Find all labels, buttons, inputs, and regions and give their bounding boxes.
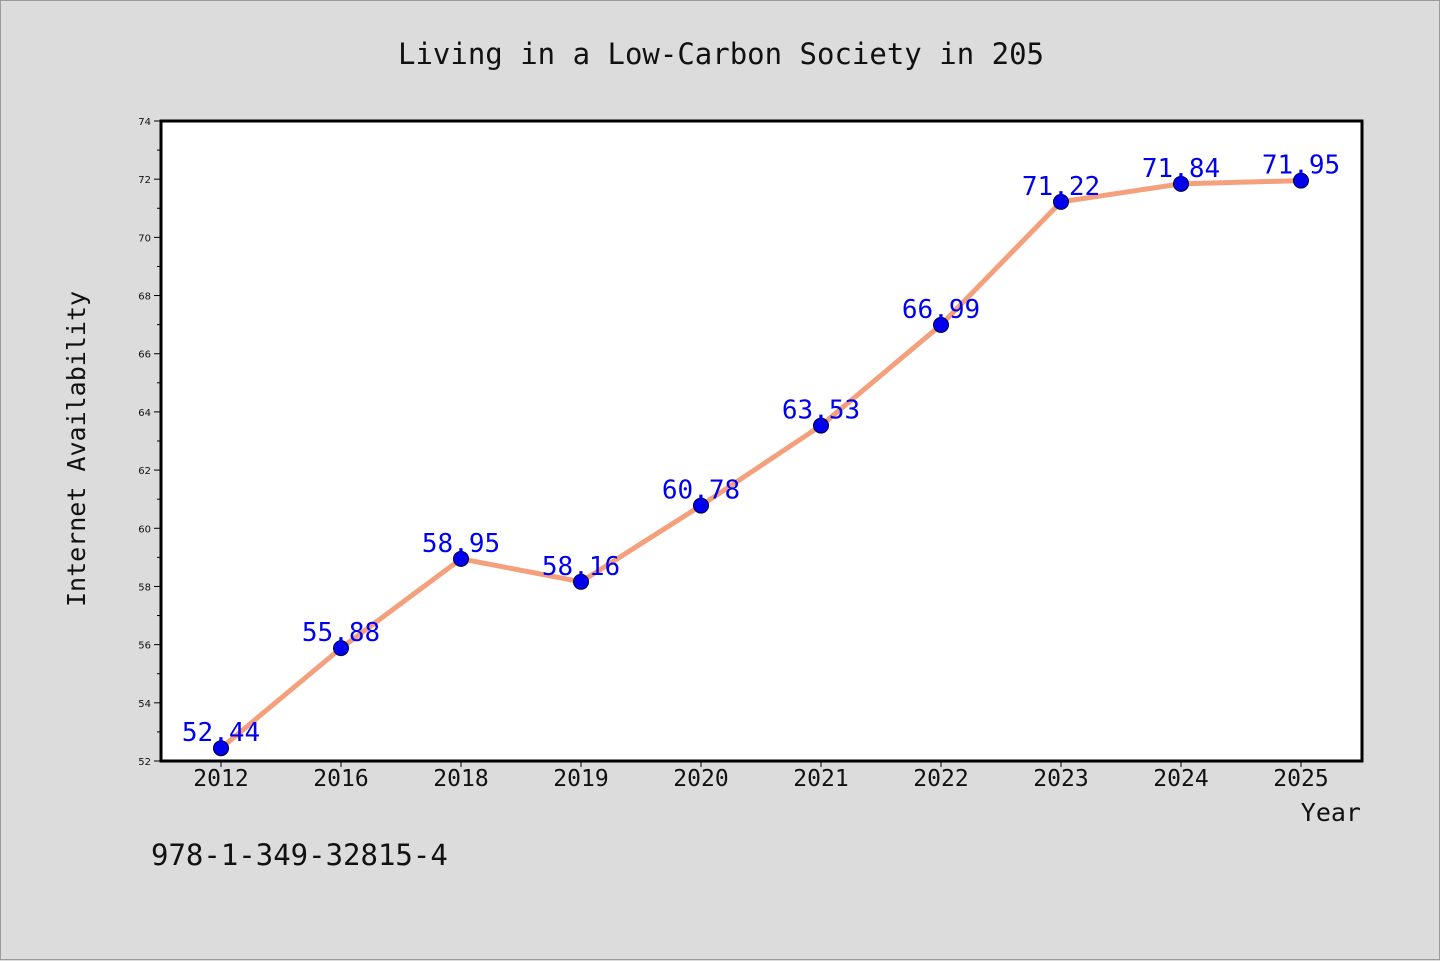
y-tick-label: 70	[138, 233, 151, 244]
data-label-2025: 71.95	[1262, 151, 1340, 181]
x-tick-label: 2012	[193, 766, 248, 792]
data-label-2023: 71.22	[1022, 172, 1100, 202]
x-tick-label: 2024	[1153, 766, 1208, 792]
chart-title: Living in a Low-Carbon Society in 205	[398, 37, 1044, 71]
data-label-2020: 60.78	[662, 476, 740, 506]
x-tick-label: 2022	[913, 766, 968, 792]
x-axis-label: Year	[1301, 798, 1361, 827]
y-tick-label: 66	[138, 350, 151, 361]
data-label-2018: 58.95	[422, 529, 500, 559]
x-tick-label: 2020	[673, 766, 728, 792]
data-point-2019	[573, 573, 589, 590]
x-tick-label: 2025	[1273, 766, 1328, 792]
data-label-2021: 63.53	[782, 396, 860, 426]
y-tick-label: 58	[138, 582, 151, 593]
y-tick-label: 56	[138, 641, 151, 652]
plot-area	[159, 119, 1364, 763]
data-point-2018	[453, 550, 469, 567]
y-tick-label: 72	[138, 175, 151, 186]
data-point-2025	[1293, 172, 1309, 189]
data-point-2021	[813, 417, 829, 434]
y-tick-label: 52	[138, 757, 151, 768]
y-tick-label: 60	[138, 524, 151, 535]
x-tick-label: 2021	[793, 766, 848, 792]
y-axis-ticks: 52 54 56 58 60 62 64 66 68 70 72 74	[138, 117, 161, 768]
data-label-2019: 58.16	[542, 552, 620, 582]
isbn-footer: 978-1-349-32815-4	[151, 838, 448, 872]
series-line	[218, 178, 1304, 751]
y-tick-label: 62	[138, 466, 151, 477]
y-tick-label: 68	[138, 292, 151, 303]
x-tick-label: 2018	[433, 766, 488, 792]
data-label-layer: 52.44 55.88 58.95 58.16 60.78 63.53 66.99 71.22…	[182, 151, 1340, 749]
data-point-2012	[213, 740, 229, 757]
data-point-2016	[333, 640, 349, 657]
y-tick-label: 64	[138, 408, 151, 419]
data-point-2023	[1053, 193, 1069, 210]
x-tick-label: 2019	[553, 766, 608, 792]
data-label-2022: 66.99	[902, 295, 980, 325]
y-tick-label: 54	[138, 699, 151, 710]
data-label-2012: 52.44	[182, 718, 260, 748]
y-tick-label: 74	[138, 117, 151, 128]
y-axis-label: Internet Availability	[62, 291, 91, 607]
data-label-2024: 71.84	[1142, 154, 1220, 184]
series-marker-layer	[213, 172, 1309, 757]
data-point-2024	[1173, 175, 1189, 192]
x-axis-ticks: 2012 2016 2018 2019 2020 2021 2022 2023 2024 2025	[193, 761, 1329, 792]
data-point-2022	[933, 316, 949, 333]
x-tick-label: 2023	[1033, 766, 1088, 792]
x-tick-label: 2016	[313, 766, 368, 792]
series-line-layer	[218, 178, 1304, 751]
data-label-2016: 55.88	[302, 618, 380, 648]
data-point-2020	[693, 497, 709, 514]
